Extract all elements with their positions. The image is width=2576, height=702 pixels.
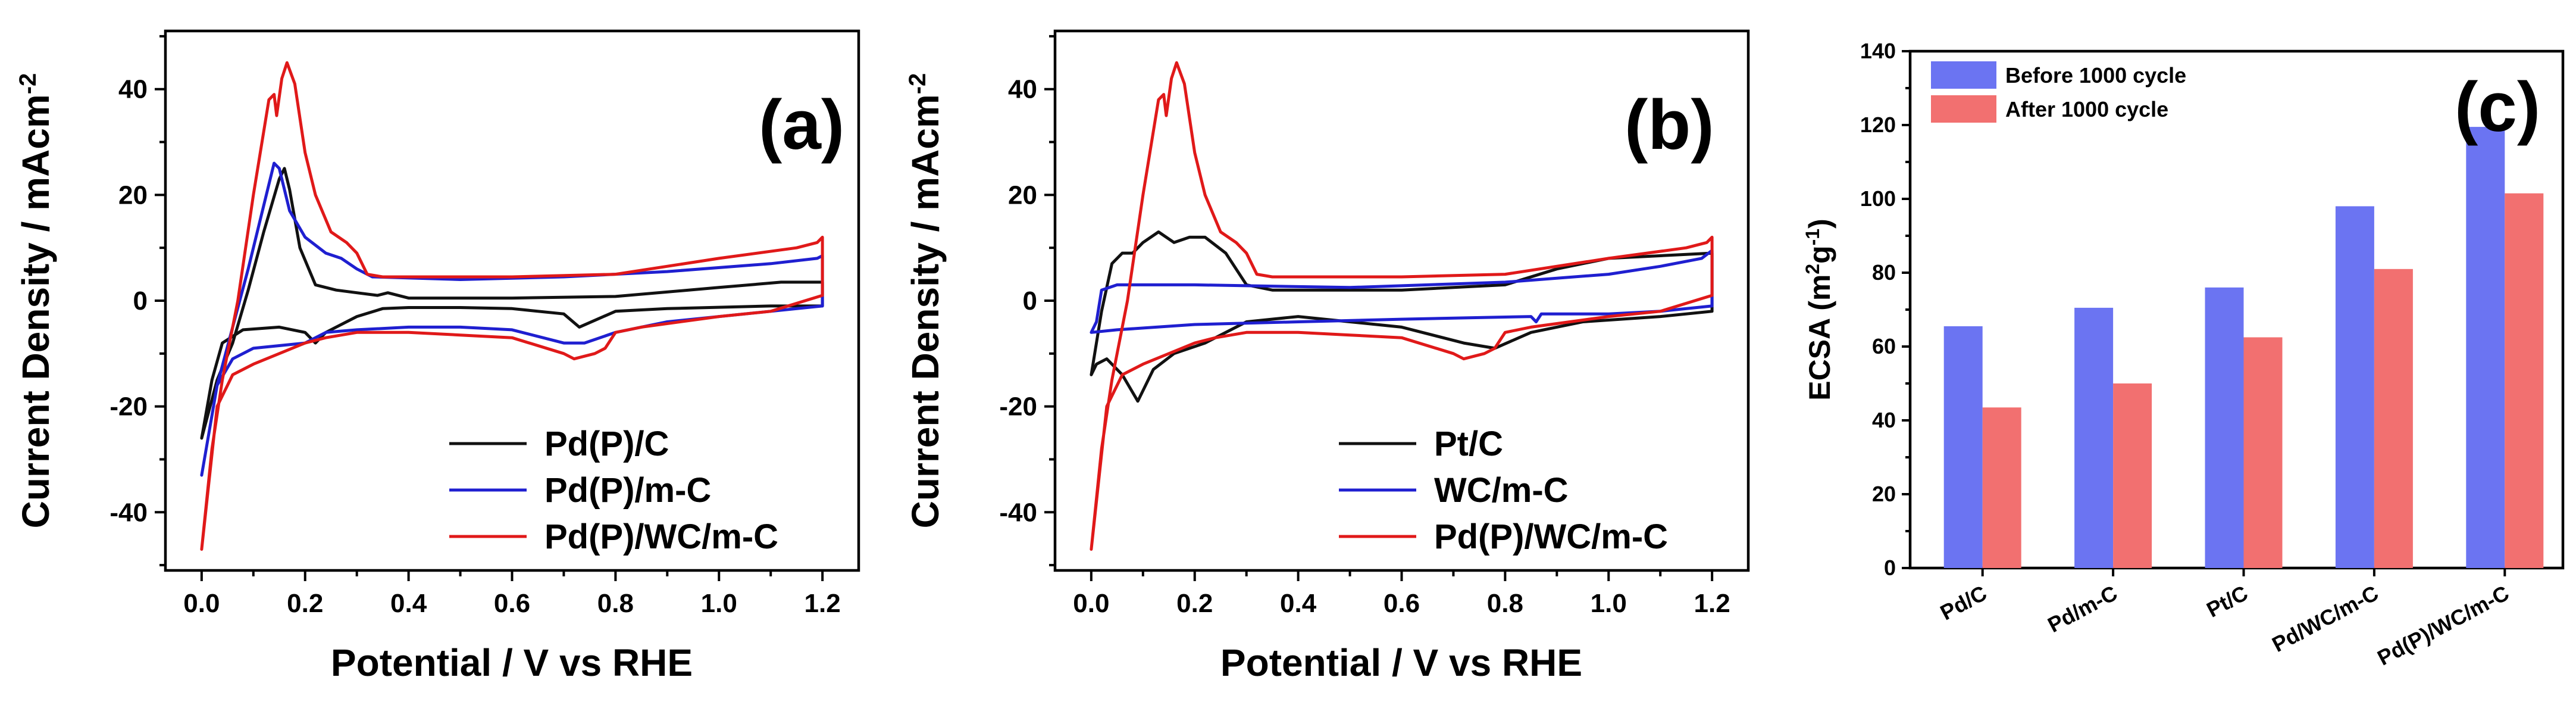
y-tick-label: -40 — [109, 498, 148, 527]
bar-before-1000-cycle-pd-m-c — [2074, 307, 2114, 568]
x-tick-label: 0.6 — [1384, 589, 1420, 618]
cv-chart-b: 0.0 0.2 0.4 0.6 0.8 1.0 1.2 40 20 0 -20 -40 (b) Po… — [904, 29, 1750, 684]
series-pd-p-m-c-a — [200, 161, 824, 477]
panel-label-b: (b) — [1625, 86, 1714, 164]
x-tick-label: 0.0 — [183, 589, 220, 618]
bar-before-1000-cycle-pd-p-wc-m-c — [2466, 127, 2505, 569]
legend-label-pd-p-wc-m-c: Pd(P)/WC/m-C — [1434, 517, 1668, 556]
legend-label-pd-p-c: Pd(P)/C — [544, 425, 669, 463]
bar-chart-c: 0 20 40 60 80 100 120 140 Pd/C Pd/m-C Pt/C Pd/WC/m… — [1802, 39, 2565, 670]
series-group-a — [200, 61, 824, 551]
bar-after-1000-cycle-pd-wc-m-c — [2374, 269, 2413, 568]
bar-after-1000-cycle-pd-p-wc-m-c — [2505, 193, 2544, 568]
y-axis-title-a: Current Density / mAcm-2 — [14, 73, 57, 529]
x-tick-label: 0.2 — [1176, 589, 1213, 618]
legend-b: Pt/C WC/m-C Pd(P)/WC/m-C — [1339, 425, 1668, 556]
x-tick-label: 0.8 — [597, 589, 634, 618]
y-tick-label: 40 — [1872, 408, 1896, 432]
legend-a: Pd(P)/C Pd(P)/m-C Pd(P)/WC/m-C — [449, 425, 778, 556]
y-axis-title-b-main: Current Density / mAcm — [904, 94, 947, 528]
x-tick-label: 0.4 — [1280, 589, 1317, 618]
x-tick-label: Pd/C — [1936, 581, 1991, 625]
y-tick-label: 40 — [118, 75, 148, 104]
y-axis-title-c: ECSA (m2g-1) — [1802, 219, 1836, 401]
panel-label-a: (a) — [759, 86, 844, 164]
series-pd-p-c-a — [200, 167, 824, 440]
y-tick-label: 20 — [1872, 482, 1896, 506]
x-tick-label: 0.8 — [1487, 589, 1523, 618]
panel-label-c: (c) — [2455, 68, 2540, 146]
bar-before-1000-cycle-pd-c — [1943, 326, 1983, 568]
x-axis-title-b: Potential / V vs RHE — [1220, 641, 1582, 684]
y-axis-title-c-end: ) — [1803, 219, 1836, 229]
x-tick-label: 0.0 — [1073, 589, 1109, 618]
y-ticks-a: 40 20 0 -20 -40 — [109, 35, 165, 567]
y-tick-label: 40 — [1008, 75, 1037, 104]
y-axis-title-b: Current Density / mAcm-2 — [904, 73, 947, 529]
y-axis-title-a-main: Current Density / mAcm — [14, 94, 57, 528]
legend-swatch-before-1000-cycle — [1931, 61, 1996, 89]
x-tick-label: 0.4 — [390, 589, 427, 618]
x-tick-label: 1.0 — [701, 589, 737, 618]
x-tick-label: Pt/C — [2202, 581, 2252, 622]
legend-label-wc-m-c: WC/m-C — [1434, 471, 1569, 510]
y-axis-title-c-sup2: -1 — [1802, 229, 1823, 245]
series-pd-p-wc-m-c-a — [200, 61, 824, 551]
x-ticks-b: 0.0 0.2 0.4 0.6 0.8 1.0 1.2 — [1073, 570, 1730, 618]
y-axis-title-c-main: ECSA (m — [1803, 274, 1836, 401]
x-tick-label: Pd/m-C — [2043, 581, 2121, 637]
bar-after-1000-cycle-pd-c — [1982, 407, 2021, 568]
x-ticks-a: 0.0 0.2 0.4 0.6 0.8 1.0 1.2 — [183, 570, 841, 618]
y-tick-label: -20 — [109, 392, 148, 422]
bars-group-c — [1943, 127, 2544, 569]
x-tick-label: 1.2 — [805, 589, 841, 618]
y-tick-label: 0 — [1023, 286, 1037, 316]
legend-c: Before 1000 cycle After 1000 cycle — [1931, 61, 2186, 123]
y-tick-label: 20 — [1008, 180, 1037, 210]
x-tick-label: Pd/WC/m-C — [2268, 581, 2382, 657]
bar-after-1000-cycle-pd-m-c — [2113, 383, 2152, 568]
bar-after-1000-cycle-pt-c — [2243, 337, 2283, 568]
y-axis-title-b-sup: -2 — [904, 73, 931, 95]
y-axis-title-c-sup1: 2 — [1802, 264, 1823, 274]
y-axis-title-c-mid: g — [1803, 245, 1836, 264]
legend-label-after-1000-cycle: After 1000 cycle — [2005, 97, 2168, 121]
y-tick-label: 120 — [1860, 113, 1896, 137]
series-pd-p-wc-m-c-b — [1090, 61, 1714, 551]
x-tick-label: 1.0 — [1591, 589, 1627, 618]
y-ticks-c: 0 20 40 60 80 100 120 140 — [1860, 39, 1910, 580]
x-tick-label: 0.6 — [494, 589, 530, 618]
x-ticks-c: Pd/C Pd/m-C Pt/C Pd/WC/m-CPd(P)/WC/m-C — [1936, 568, 2513, 670]
plot-area-a: 0.0 0.2 0.4 0.6 0.8 1.0 1.2 40 20 0 -20 -40 — [109, 29, 860, 618]
legend-label-pd-p-m-c: Pd(P)/m-C — [544, 471, 711, 510]
y-ticks-b: 40 20 0 -20 -40 — [999, 35, 1055, 567]
y-tick-label: 0 — [133, 286, 148, 316]
legend-label-before-1000-cycle: Before 1000 cycle — [2005, 63, 2186, 88]
series-group-b — [1090, 61, 1714, 551]
x-tick-label: 1.2 — [1694, 589, 1730, 618]
legend-label-pd-p-wc-m-c: Pd(P)/WC/m-C — [544, 517, 778, 556]
bar-before-1000-cycle-pd-wc-m-c — [2335, 206, 2374, 568]
x-axis-title-a: Potential / V vs RHE — [331, 641, 693, 684]
legend-swatch-after-1000-cycle — [1931, 95, 1996, 123]
y-tick-label: 20 — [118, 180, 148, 210]
y-tick-label: 0 — [1884, 556, 1896, 580]
legend-label-pt-c: Pt/C — [1434, 425, 1503, 463]
cv-chart-a: 0.0 0.2 0.4 0.6 0.8 1.0 1.2 40 20 0 -20 -40 (a) Po… — [14, 29, 860, 684]
x-tick-label: Pd(P)/WC/m-C — [2373, 581, 2513, 670]
plot-area-b: 0.0 0.2 0.4 0.6 0.8 1.0 1.2 40 20 0 -20 -40 — [999, 29, 1750, 618]
y-tick-label: 140 — [1860, 39, 1896, 63]
bar-before-1000-cycle-pt-c — [2205, 287, 2244, 568]
x-tick-label: 0.2 — [287, 589, 323, 618]
y-tick-label: 100 — [1860, 186, 1896, 211]
y-tick-label: -40 — [999, 498, 1037, 527]
y-tick-label: 80 — [1872, 260, 1896, 285]
y-axis-title-a-sup: -2 — [15, 73, 41, 95]
y-tick-label: 60 — [1872, 334, 1896, 358]
y-tick-label: -20 — [999, 392, 1037, 422]
